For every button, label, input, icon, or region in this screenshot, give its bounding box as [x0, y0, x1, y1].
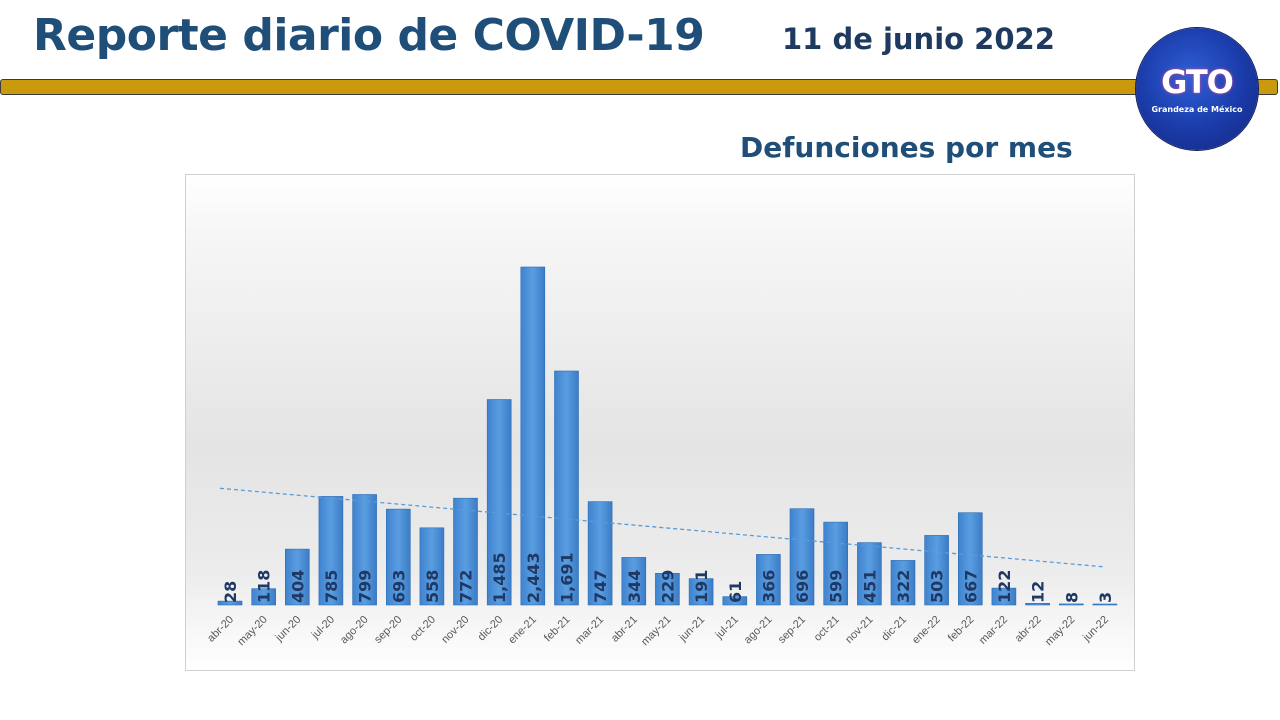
bar-oct-20 [419, 527, 445, 606]
page-title: Reporte diario de COVID-19 [33, 10, 705, 61]
tick-label-mar-22: mar-22 [977, 614, 1010, 647]
tick-label-sep-20: sep-20 [372, 614, 404, 646]
tick-label-jun-21: jun-21 [676, 614, 707, 645]
data-label-feb-21: 1,691 [558, 552, 577, 603]
tick-label-may-20: may-20 [235, 614, 269, 648]
tick-label-nov-20: nov-20 [439, 614, 471, 646]
bar-may-21 [655, 572, 680, 606]
tick-label-mar-21: mar-21 [573, 614, 606, 647]
data-label-sep-20: 693 [389, 570, 408, 603]
data-label-jun-21: 191 [692, 570, 711, 603]
data-label-may-21: 229 [658, 570, 677, 603]
data-label-nov-20: 772 [457, 570, 476, 603]
data-label-sep-21: 696 [793, 570, 812, 603]
logo-text: GTO [1161, 63, 1234, 101]
bar-sep-21 [789, 508, 815, 606]
bar-may-20 [251, 588, 276, 606]
tick-label-jul-21: jul-21 [713, 614, 741, 642]
bar-dic-21 [890, 560, 916, 606]
tick-label-may-21: may-21 [639, 614, 673, 648]
bar-feb-21 [554, 370, 579, 606]
bar-mar-21 [587, 501, 613, 606]
tick-label-sep-21: sep-21 [776, 614, 808, 646]
bar-nov-21 [857, 542, 882, 606]
data-label-ago-21: 366 [759, 570, 778, 603]
bar-feb-22 [957, 512, 983, 606]
data-label-dic-21: 322 [894, 570, 913, 603]
tick-label-ene-22: ene-22 [910, 614, 943, 647]
tick-label-feb-21: feb-21 [542, 614, 573, 645]
data-label-jun-20: 404 [288, 570, 307, 603]
bar-dic-20 [486, 399, 512, 606]
bar-jul-21 [722, 596, 748, 606]
bar-jun-20 [285, 548, 310, 606]
data-label-abr-22: 12 [1029, 581, 1048, 603]
bar-sep-20 [386, 508, 411, 606]
tick-label-abr-21: abr-21 [609, 614, 640, 645]
bar-ago-20 [352, 494, 377, 606]
bar-mar-22 [991, 587, 1017, 606]
tick-label-dic-20: dic-20 [476, 614, 506, 644]
tick-label-jul-20: jul-20 [309, 614, 337, 642]
logo-subtitle: Grandeza de México [1151, 105, 1243, 114]
data-label-mar-21: 747 [591, 570, 610, 603]
data-label-abr-21: 344 [625, 570, 644, 603]
data-label-jun-22: 3 [1096, 592, 1115, 603]
data-label-feb-22: 667 [961, 570, 980, 603]
data-label-dic-20: 1,485 [490, 552, 509, 603]
data-label-ene-21: 2,443 [524, 552, 543, 603]
tick-label-abr-22: abr-22 [1013, 614, 1044, 645]
bar-jun-21 [688, 578, 714, 606]
data-label-may-22: 8 [1062, 592, 1081, 603]
tick-label-ago-20: ago-20 [338, 614, 371, 647]
bar-ene-21 [520, 266, 546, 606]
bar-jun-22 [1092, 603, 1118, 606]
bar-jul-20 [318, 496, 344, 606]
data-label-abr-20: 28 [221, 581, 240, 603]
tick-label-may-22: may-22 [1043, 614, 1077, 648]
data-label-oct-20: 558 [423, 570, 442, 603]
data-label-oct-21: 599 [827, 570, 846, 603]
header-divider [0, 79, 1278, 95]
bar-may-22 [1058, 603, 1084, 606]
bar-nov-20 [453, 497, 478, 606]
data-label-may-20: 118 [255, 570, 274, 603]
data-label-ago-20: 799 [356, 570, 375, 603]
tick-label-abr-20: abr-20 [205, 614, 236, 645]
bar-chart: 28 118 404 785 799 693 558 772 1,485 2,443 1,691 74… [205, 266, 1118, 648]
trendline [219, 487, 1105, 568]
report-date: 11 de junio 2022 [782, 22, 1055, 56]
bar-abr-21 [621, 557, 647, 606]
bar-abr-22 [1025, 602, 1050, 606]
data-label-ene-22: 503 [928, 570, 947, 603]
data-label-nov-21: 451 [860, 570, 879, 603]
bar-abr-20 [217, 600, 243, 606]
tick-label-feb-22: feb-22 [946, 614, 977, 645]
tick-label-dic-21: dic-21 [879, 614, 909, 644]
bar-ago-21 [756, 554, 781, 606]
bar-ene-22 [924, 535, 949, 606]
tick-label-ago-21: ago-21 [742, 614, 775, 647]
data-label-jul-21: 61 [726, 581, 745, 603]
tick-label-oct-20: oct-20 [408, 614, 438, 644]
bar-oct-21 [823, 521, 849, 606]
data-label-jul-20: 785 [322, 570, 341, 603]
tick-label-oct-21: oct-21 [812, 614, 842, 644]
tick-label-ene-21: ene-21 [506, 614, 539, 647]
chart-title: Defunciones por mes [740, 131, 1073, 164]
tick-label-nov-21: nov-21 [843, 614, 875, 646]
data-label-mar-22: 122 [995, 570, 1014, 603]
gto-logo: GTO Grandeza de México [1136, 28, 1258, 150]
tick-label-jun-22: jun-22 [1080, 614, 1111, 645]
tick-label-jun-20: jun-20 [273, 614, 304, 645]
